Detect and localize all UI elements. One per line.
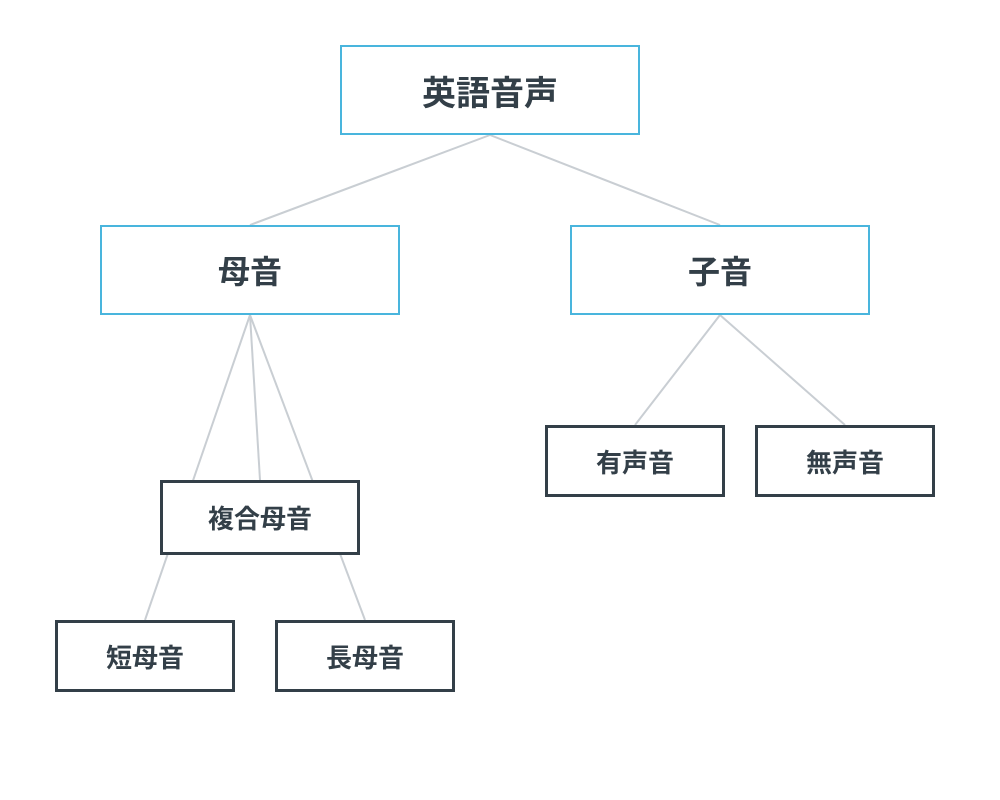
node-short: 短母音 — [55, 620, 235, 692]
node-long: 長母音 — [275, 620, 455, 692]
node-label: 複合母音 — [208, 499, 312, 536]
edge-consonant-voiceless — [720, 315, 845, 425]
node-label: 子音 — [688, 247, 752, 293]
edge-root-vowel — [250, 135, 490, 225]
node-root: 英語音声 — [340, 45, 640, 135]
node-label: 英語音声 — [422, 66, 558, 115]
node-label: 母音 — [218, 247, 282, 293]
node-label: 短母音 — [106, 638, 184, 675]
edge-root-consonant — [490, 135, 720, 225]
node-label: 無声音 — [806, 443, 884, 480]
edge-vowel-short — [145, 315, 250, 620]
node-label: 有声音 — [596, 443, 674, 480]
node-voiceless: 無声音 — [755, 425, 935, 497]
edge-consonant-voiced — [635, 315, 720, 425]
node-voiced: 有声音 — [545, 425, 725, 497]
node-vowel: 母音 — [100, 225, 400, 315]
node-consonant: 子音 — [570, 225, 870, 315]
edge-vowel-long — [250, 315, 365, 620]
node-compound: 複合母音 — [160, 480, 360, 555]
node-label: 長母音 — [326, 638, 404, 675]
diagram-stage: 英語音声母音 子音有声音 無声音複合母音短母音 長母音 — [0, 0, 1000, 800]
edge-vowel-compound — [250, 315, 260, 480]
